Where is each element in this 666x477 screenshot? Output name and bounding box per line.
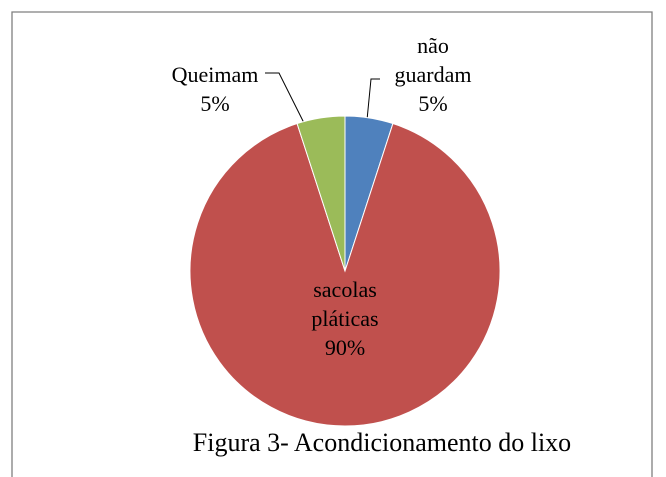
value-label: 90%	[324, 335, 366, 360]
chart-frame	[11, 11, 653, 477]
data-label: não guardam 5%	[383, 31, 483, 118]
category-label: Queimam	[171, 62, 259, 87]
leader-line	[265, 72, 306, 126]
category-label: sacolas pláticas	[311, 277, 379, 331]
value-label: 5%	[200, 91, 230, 116]
leader-line	[366, 78, 380, 121]
category-label: não guardam	[394, 33, 472, 87]
pie-slice	[296, 115, 346, 272]
data-label: Queimam 5%	[160, 60, 270, 118]
chart-title: Figura 3- Acondicionamento do lixo	[192, 428, 572, 457]
data-label: sacolas pláticas 90%	[285, 275, 405, 362]
pie-slice	[189, 122, 501, 427]
value-label: 5%	[418, 91, 448, 116]
